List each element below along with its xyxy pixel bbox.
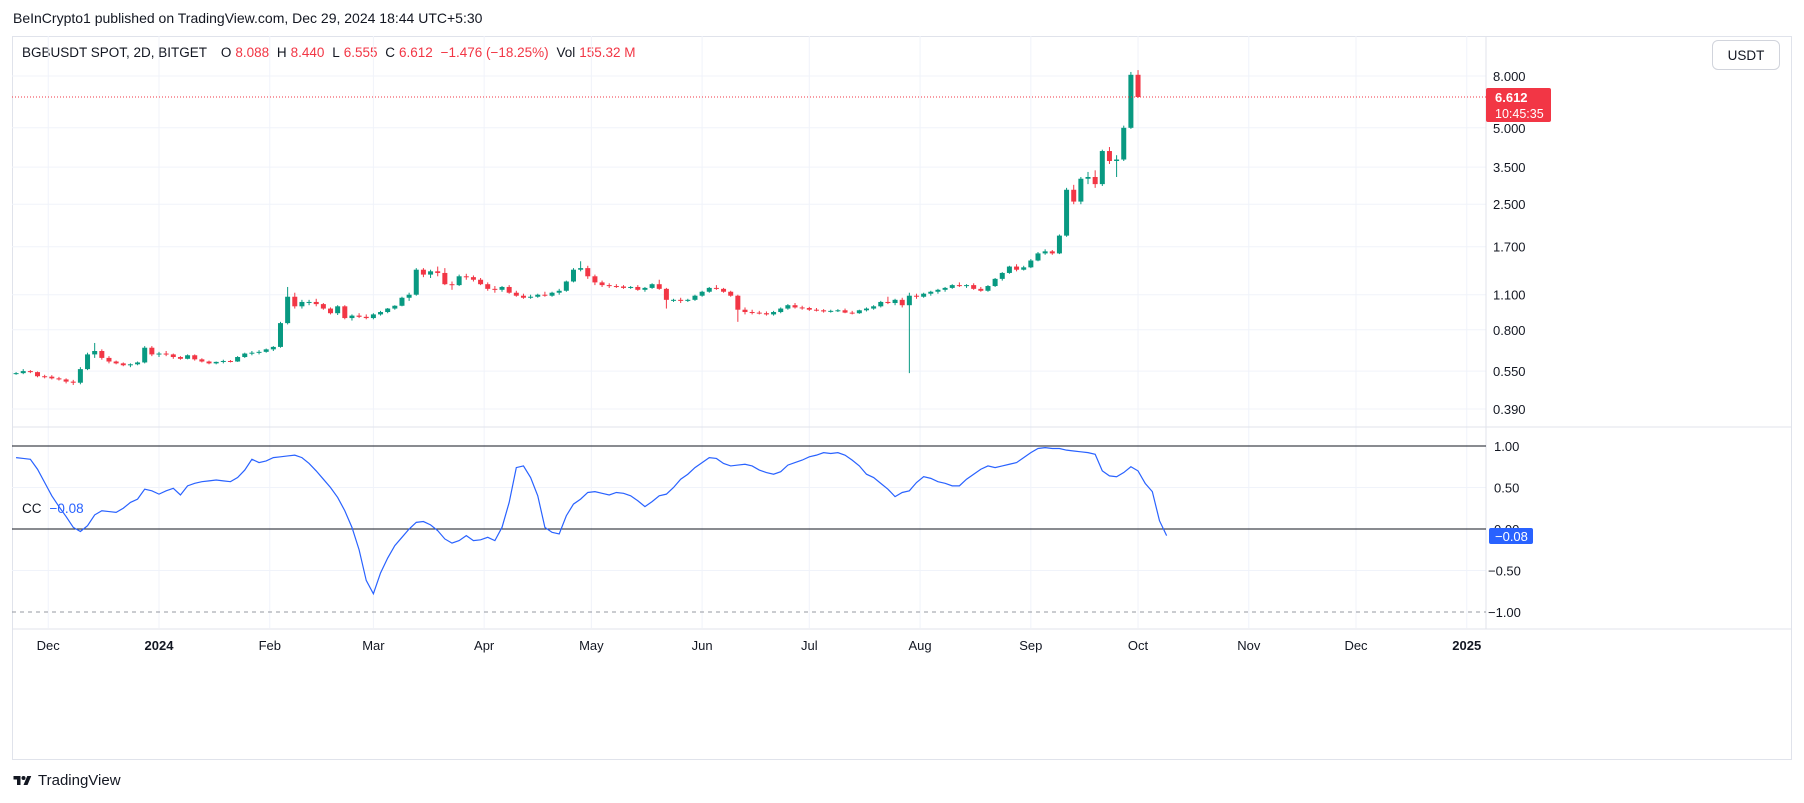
currency-unit-button[interactable]: USDT [1712, 40, 1780, 70]
footer-brand-label: TradingView [38, 772, 121, 789]
symbol-name[interactable]: BGBUSDT SPOT, 2D, BITGET [22, 45, 208, 60]
open-label: O [220, 45, 232, 60]
footer-brand: TradingView [13, 772, 121, 789]
close-value: 6.612 [399, 45, 433, 60]
indicator-legend: CC −0.08 [22, 501, 84, 516]
symbol-legend: BGBUSDT SPOT, 2D, BITGET O 8.088 H 8.440 L… [22, 45, 640, 60]
low-value: 6.555 [343, 45, 378, 60]
volume-label: Vol [556, 45, 576, 60]
indicator-value: −0.08 [49, 501, 84, 516]
publisher-caption: BeInCrypto1 published on TradingView.com… [13, 10, 483, 26]
open-value: 8.088 [235, 45, 270, 60]
chart-frame [12, 36, 1792, 760]
high-label: H [276, 45, 287, 60]
tradingview-logo-icon [13, 775, 32, 785]
low-label: L [332, 45, 340, 60]
change-value: −1.476 (−18.25%) [440, 45, 549, 60]
high-value: 8.440 [290, 45, 325, 60]
close-label: C [385, 45, 396, 60]
indicator-name[interactable]: CC [22, 501, 42, 516]
volume-value: 155.32 M [579, 45, 636, 60]
